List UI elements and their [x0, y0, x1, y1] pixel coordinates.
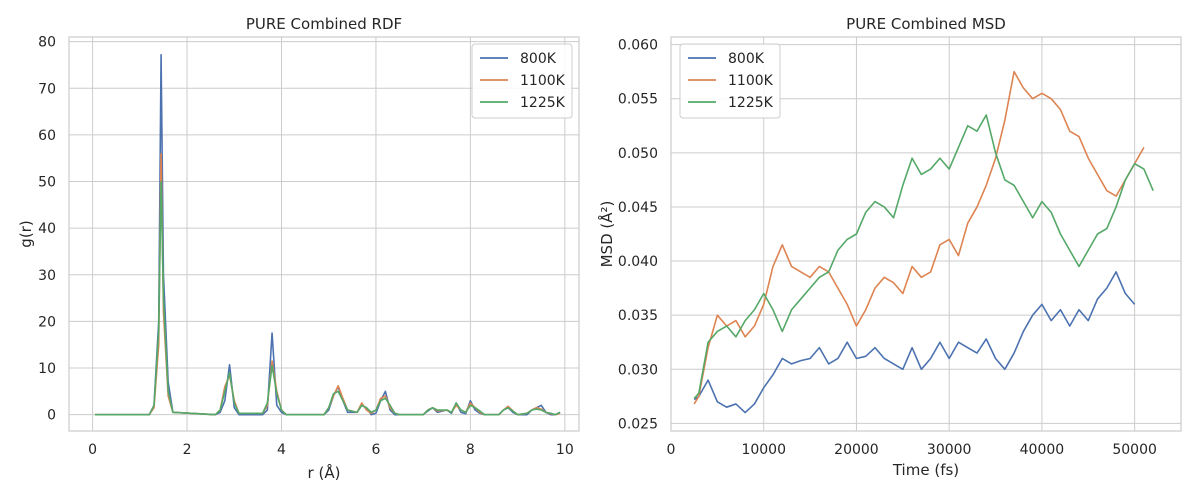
- rdf-y-tick-label: 50: [38, 175, 56, 191]
- msd-y-tick-label: 0.060: [618, 38, 658, 54]
- msd-y-tick-label: 0.055: [618, 92, 658, 108]
- rdf-x-axis-label: r (Å): [308, 463, 341, 482]
- msd-y-tick-label: 0.030: [618, 362, 658, 378]
- msd-y-tick-label: 0.025: [618, 416, 658, 432]
- rdf-ticks: 0 2 4 6 8 10 0 10 20 30 40 50 60 70 80: [38, 35, 574, 458]
- rdf-series-1225k: [94, 180, 561, 416]
- rdf-legend: 800K 1100K 1225K: [471, 43, 573, 119]
- msd-legend-box: [679, 43, 781, 119]
- rdf-x-tick-label: 4: [277, 442, 286, 458]
- msd-series-1100k: [693, 70, 1145, 405]
- rdf-x-tick-label: 2: [183, 442, 192, 458]
- rdf-legend-box: [471, 43, 573, 119]
- rdf-x-tick-label: 0: [88, 442, 97, 458]
- rdf-legend-label-800k: 800K: [520, 51, 557, 67]
- rdf-y-tick-label: 80: [38, 35, 56, 51]
- rdf-y-tick-label: 70: [38, 81, 56, 97]
- rdf-y-tick-label: 10: [38, 361, 56, 377]
- msd-x-tick-label: 20000: [834, 442, 879, 458]
- msd-x-tick-label: 30000: [927, 442, 972, 458]
- msd-legend: 800K 1100K 1225K: [679, 43, 781, 119]
- msd-y-tick-label: 0.045: [618, 200, 658, 216]
- msd-series-800k: [693, 271, 1136, 414]
- rdf-y-tick-label: 40: [38, 221, 56, 237]
- rdf-y-axis-label: g(r): [17, 220, 35, 247]
- rdf-y-tick-label: 20: [38, 314, 56, 330]
- rdf-x-tick-label: 8: [466, 442, 475, 458]
- rdf-axes-frame: [68, 36, 580, 432]
- rdf-y-tick-label: 30: [38, 268, 56, 284]
- rdf-y-tick-label: 60: [38, 128, 56, 144]
- rdf-title: PURE Combined RDF: [246, 15, 402, 33]
- msd-legend-label-800k: 800K: [728, 51, 765, 67]
- msd-title: PURE Combined MSD: [846, 15, 1006, 33]
- msd-ticks: 0 10000 20000 30000 40000 50000 0.025 0.030 0.03…: [618, 38, 1157, 458]
- msd-legend-label-1225k: 1225K: [728, 95, 774, 111]
- msd-x-tick-label: 10000: [741, 442, 786, 458]
- msd-axes-frame: [670, 36, 1182, 432]
- msd-panel: 0 10000 20000 30000 40000 50000 0.025 0.030 0.03…: [597, 15, 1182, 479]
- rdf-series: [94, 53, 561, 416]
- msd-x-tick-label: 40000: [1020, 442, 1065, 458]
- rdf-x-tick-label: 6: [371, 442, 380, 458]
- msd-y-axis-label: MSD (Å²): [597, 201, 616, 268]
- msd-legend-label-1100k: 1100K: [728, 73, 774, 89]
- rdf-grid: [69, 37, 579, 431]
- msd-y-tick-label: 0.035: [618, 308, 658, 324]
- rdf-x-tick-label: 10: [556, 442, 574, 458]
- rdf-legend-label-1100k: 1100K: [520, 73, 566, 89]
- msd-y-tick-label: 0.050: [618, 146, 658, 162]
- msd-series: [693, 70, 1154, 414]
- msd-x-axis-label: Time (fs): [892, 461, 959, 479]
- rdf-panel: 0 2 4 6 8 10 0 10 20 30 40 50 60 70 80 PURE Combined R…: [17, 15, 580, 482]
- msd-y-tick-label: 0.040: [618, 254, 658, 270]
- rdf-y-tick-label: 0: [47, 408, 56, 424]
- msd-x-tick-label: 0: [667, 442, 676, 458]
- msd-series-1225k: [693, 114, 1154, 400]
- rdf-legend-label-1225k: 1225K: [520, 95, 566, 111]
- msd-x-tick-label: 50000: [1112, 442, 1157, 458]
